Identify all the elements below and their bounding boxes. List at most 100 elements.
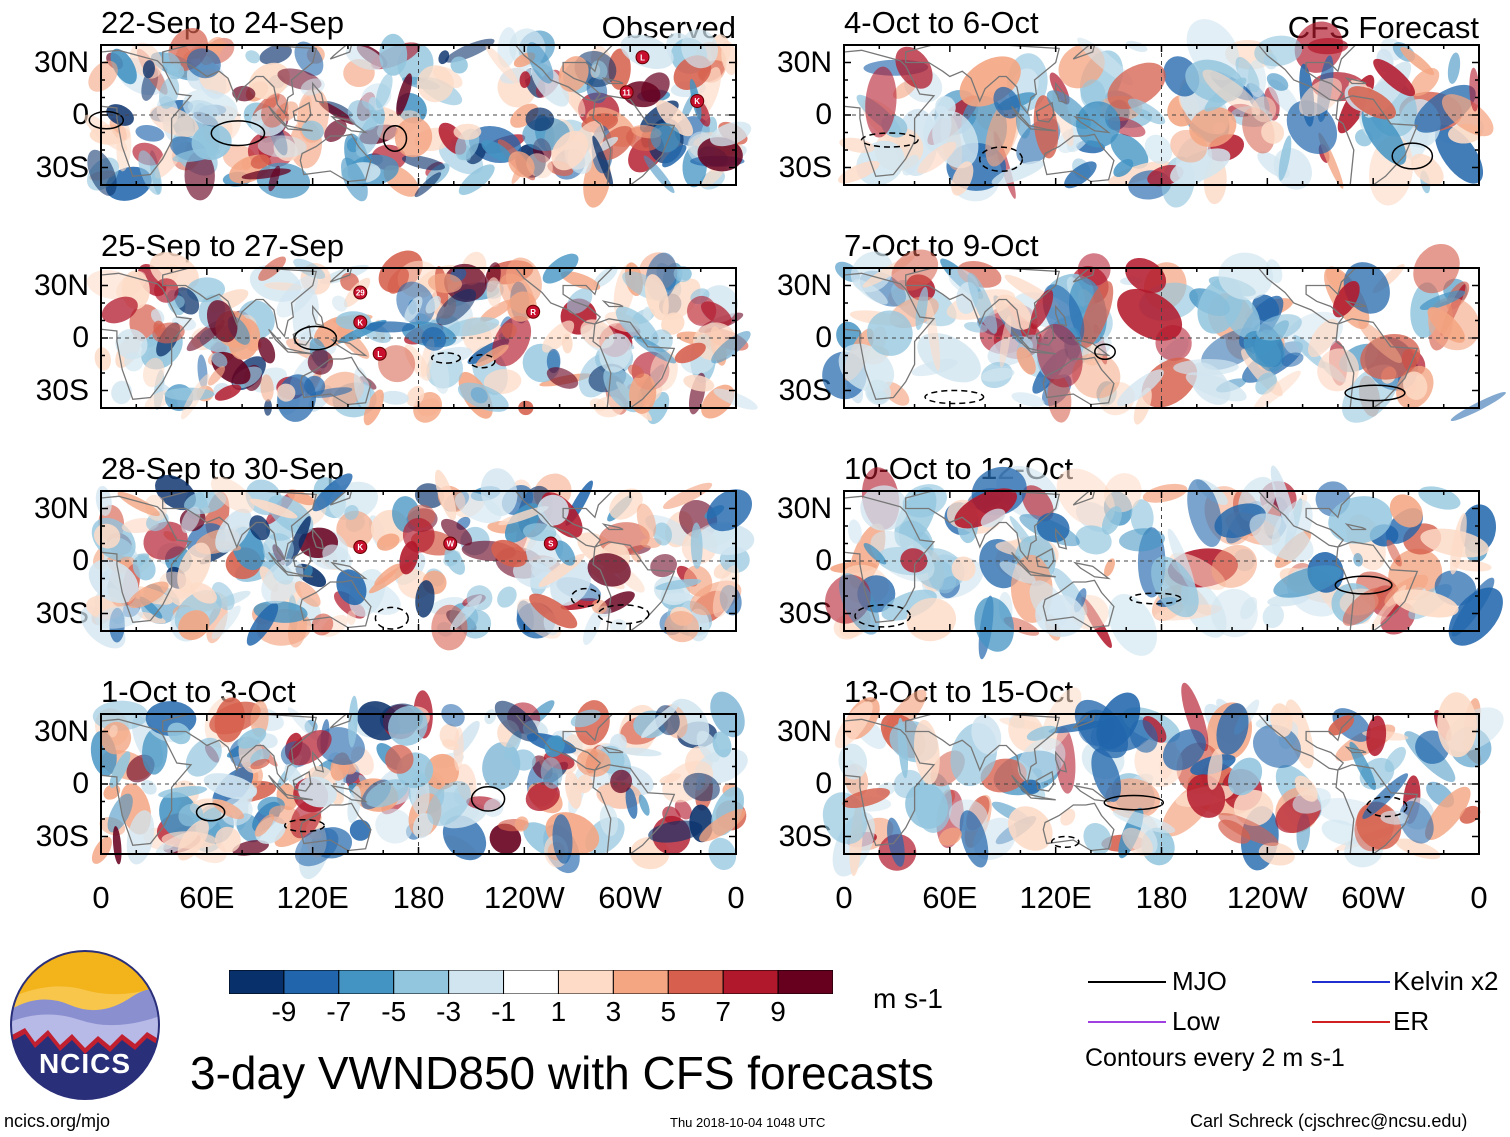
anomaly-blob bbox=[475, 344, 509, 367]
anomaly-blob bbox=[446, 317, 500, 337]
storm-label: K bbox=[357, 543, 363, 552]
anomaly-blob bbox=[429, 348, 450, 394]
coastline bbox=[1035, 324, 1055, 346]
anomaly-blob bbox=[486, 277, 502, 308]
anomaly-blob bbox=[485, 45, 519, 84]
anomaly-blob bbox=[1030, 289, 1054, 330]
coastline bbox=[905, 490, 1061, 561]
anomaly-blob bbox=[1202, 69, 1261, 116]
anomaly-blob bbox=[1380, 810, 1409, 825]
mjo-contour bbox=[597, 604, 650, 625]
coastline bbox=[162, 713, 318, 784]
anomaly-blob bbox=[402, 517, 435, 553]
anomaly-blob bbox=[1342, 587, 1384, 626]
anomaly-blob bbox=[1418, 486, 1461, 510]
anomaly-blob bbox=[1021, 485, 1054, 522]
map-panel: 29 K L R bbox=[86, 250, 758, 426]
y-tick-label: 30S bbox=[35, 596, 89, 630]
anomaly-blob bbox=[591, 60, 608, 80]
anomaly-blob bbox=[101, 296, 138, 324]
anomaly-blob bbox=[128, 581, 169, 609]
storm-label: 11 bbox=[622, 88, 631, 97]
anomaly-blob bbox=[1207, 748, 1223, 790]
anomaly-blob bbox=[1425, 786, 1471, 841]
anomaly-blob bbox=[593, 266, 618, 288]
anomaly-blob bbox=[1113, 159, 1134, 177]
storm-marker: L bbox=[635, 50, 650, 65]
anomaly-blob bbox=[1270, 465, 1296, 533]
anomaly-blob bbox=[648, 820, 703, 843]
map-panel bbox=[822, 243, 1506, 425]
anomaly-blob bbox=[501, 322, 517, 339]
anomaly-blob bbox=[404, 296, 423, 322]
anomaly-blob bbox=[322, 544, 352, 571]
coastline bbox=[1257, 267, 1358, 325]
anomaly-blob bbox=[1077, 709, 1116, 746]
anomaly-blob bbox=[190, 582, 217, 604]
coastline bbox=[592, 541, 676, 632]
storm-label: K bbox=[357, 318, 363, 327]
anomaly-blob bbox=[683, 772, 720, 802]
anomaly-blob bbox=[615, 306, 659, 346]
anomaly-blob bbox=[644, 274, 669, 321]
anomaly-blob bbox=[1075, 525, 1112, 555]
anomaly-blob bbox=[1254, 35, 1303, 67]
anomaly-blob bbox=[1035, 594, 1085, 637]
anomaly-blob bbox=[643, 306, 652, 322]
anomaly-blob bbox=[1411, 153, 1444, 186]
colorbar-swatch bbox=[667, 970, 724, 994]
anomaly-blob bbox=[1110, 133, 1149, 169]
anomaly-blob bbox=[262, 533, 295, 566]
anomaly-blob bbox=[215, 508, 252, 553]
anomaly-blob bbox=[363, 321, 416, 333]
coastline bbox=[1335, 95, 1419, 186]
anomaly-blob bbox=[1008, 806, 1053, 851]
y-tick-label: 0 bbox=[72, 321, 89, 354]
anomaly-blob bbox=[865, 66, 897, 138]
coastline bbox=[905, 713, 1061, 784]
coastline bbox=[299, 579, 372, 629]
anomaly-blob bbox=[401, 155, 446, 171]
anomaly-blob bbox=[1328, 496, 1393, 544]
colorbar-tick-label: -5 bbox=[381, 996, 407, 1027]
coastline bbox=[905, 267, 1061, 338]
legend-kelvin-label: Kelvin x2 bbox=[1393, 966, 1499, 996]
storm-label: W bbox=[446, 540, 454, 549]
coastline bbox=[330, 561, 368, 580]
anomaly-blob bbox=[135, 124, 165, 142]
anomaly-blob bbox=[1060, 808, 1076, 826]
anomaly-blob bbox=[902, 154, 919, 176]
coastline bbox=[312, 750, 325, 773]
anomaly-blob bbox=[1112, 809, 1176, 834]
anomaly-blob bbox=[1033, 95, 1059, 159]
anomaly-blob bbox=[376, 533, 400, 551]
anomaly-blob bbox=[706, 489, 752, 532]
anomaly-blob bbox=[1162, 729, 1206, 771]
coastline bbox=[1257, 44, 1358, 102]
anomaly-blob bbox=[525, 107, 555, 132]
coastline bbox=[1042, 133, 1115, 183]
anomaly-blob bbox=[276, 275, 319, 318]
y-tick-label: 30N bbox=[776, 714, 832, 748]
anomaly-blob bbox=[709, 121, 752, 147]
anomaly-blob bbox=[881, 589, 937, 621]
anomaly-blob bbox=[546, 367, 579, 389]
coastline bbox=[1035, 770, 1055, 792]
anomaly-blob bbox=[483, 369, 522, 395]
anomaly-blob bbox=[527, 42, 554, 84]
anomaly-blob bbox=[161, 831, 217, 849]
colorbar-swatch bbox=[393, 970, 450, 994]
anomaly-blob bbox=[1211, 544, 1258, 588]
anomaly-blob bbox=[1170, 129, 1208, 163]
anomaly-blob bbox=[1077, 37, 1134, 86]
y-tick-label: 30N bbox=[33, 268, 89, 302]
footer-url[interactable]: ncics.org/mjo bbox=[4, 1111, 111, 1131]
anomaly-blob bbox=[257, 135, 307, 158]
anomaly-blob bbox=[663, 592, 694, 602]
anomaly-blob bbox=[951, 556, 976, 582]
anomaly-blob bbox=[576, 748, 611, 777]
coastline bbox=[299, 802, 372, 852]
coastline bbox=[1035, 101, 1055, 123]
coastline bbox=[292, 770, 312, 792]
